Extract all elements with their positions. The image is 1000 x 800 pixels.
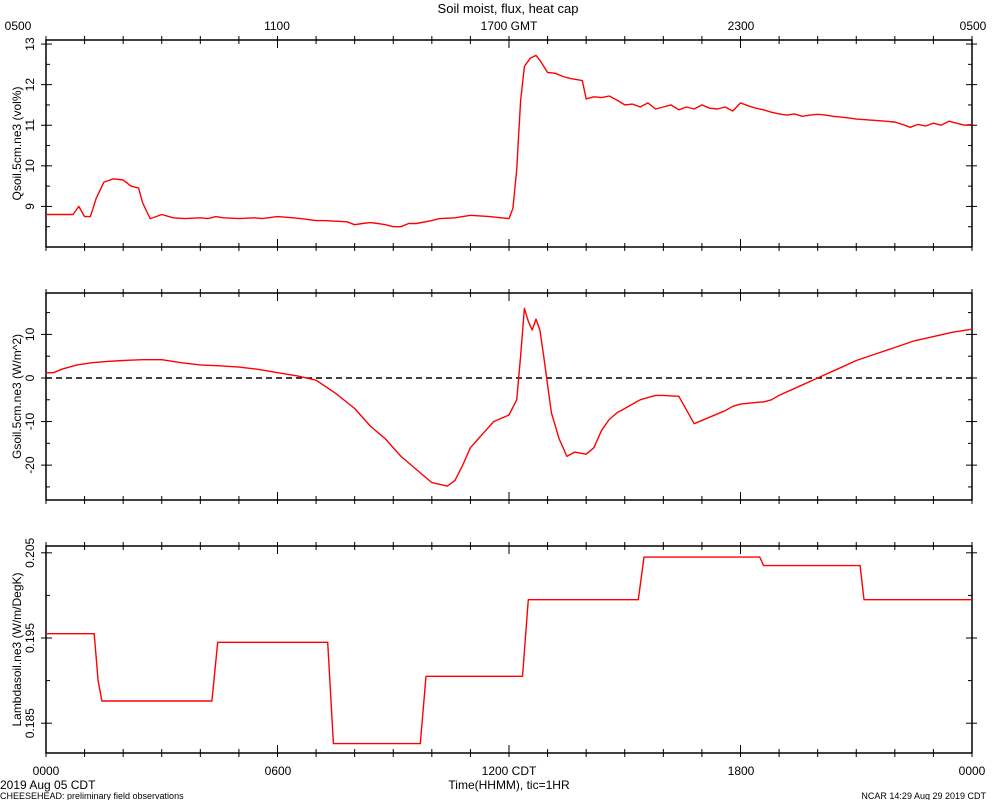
y-tick-label: 11 — [23, 119, 37, 132]
y-tick-label: 0.185 — [23, 708, 37, 738]
series-line — [46, 54, 973, 228]
plot-frame — [45, 545, 973, 754]
top-tick-0: 0500 — [5, 19, 32, 33]
y-tick-label: 12 — [23, 78, 37, 92]
top-tick-2: 1700 GMT — [481, 19, 538, 33]
date-label: 2019 Aug 05 CDT — [0, 778, 96, 792]
plot-frame — [45, 292, 973, 501]
y-tick-label: -20 — [23, 456, 37, 474]
thermal-conductivity-panel: 0.185 0.195 0.205 Lambdasoil.ne3 (W/m/DegK) — [10, 537, 977, 757]
bottom-tick-3: 1800 — [728, 764, 755, 778]
y-tick-label: 0.205 — [23, 537, 37, 567]
y-tick-label: 10 — [23, 159, 37, 173]
top-tick-3: 2300 — [728, 19, 755, 33]
chart-title: Soil moist, flux, heat cap — [438, 1, 579, 16]
top-tick-1: 1100 — [264, 19, 290, 33]
y-axis-label: Lambdasoil.ne3 (W/m/DegK) — [10, 572, 24, 726]
bottom-tick-1: 0600 — [265, 764, 292, 778]
x-axis-label: Time(HHMM), tic=1HR — [448, 778, 570, 792]
bottom-tick-0: 0000 — [33, 764, 60, 778]
series-line — [46, 307, 973, 487]
top-axis-ticks: 0500 1100 1700 GMT 2300 0500 — [5, 19, 987, 33]
y-tick-label: 10 — [23, 327, 37, 341]
bottom-axis-ticks: 0000 0600 1200 CDT 1800 0000 — [33, 764, 986, 778]
y-tick-label: 13 — [23, 37, 37, 51]
footer-right: NCAR 14:29 Aug 29 2019 CDT — [861, 791, 986, 800]
y-tick-label: -10 — [23, 413, 37, 431]
y-tick-label: 0.195 — [23, 623, 37, 653]
bottom-tick-2: 1200 CDT — [482, 764, 537, 778]
soil-moisture-panel: 9 10 11 12 13 Qsoil.5cm.ne3 (vol%) — [10, 36, 977, 251]
y-axis-label: Qsoil.5cm.ne3 (vol%) — [10, 86, 24, 200]
series-line — [46, 556, 972, 745]
y-tick-label: 9 — [23, 203, 37, 210]
bottom-tick-4: 0000 — [959, 764, 986, 778]
top-tick-4: 0500 — [960, 19, 987, 33]
y-tick-label: 0 — [23, 374, 37, 381]
y-axis-label: Gsoil.5cm.ne3 (W/m^2) — [10, 334, 24, 459]
footer-left: CHEESEHEAD: preliminary field observatio… — [0, 791, 184, 800]
plot-frame — [45, 39, 973, 248]
